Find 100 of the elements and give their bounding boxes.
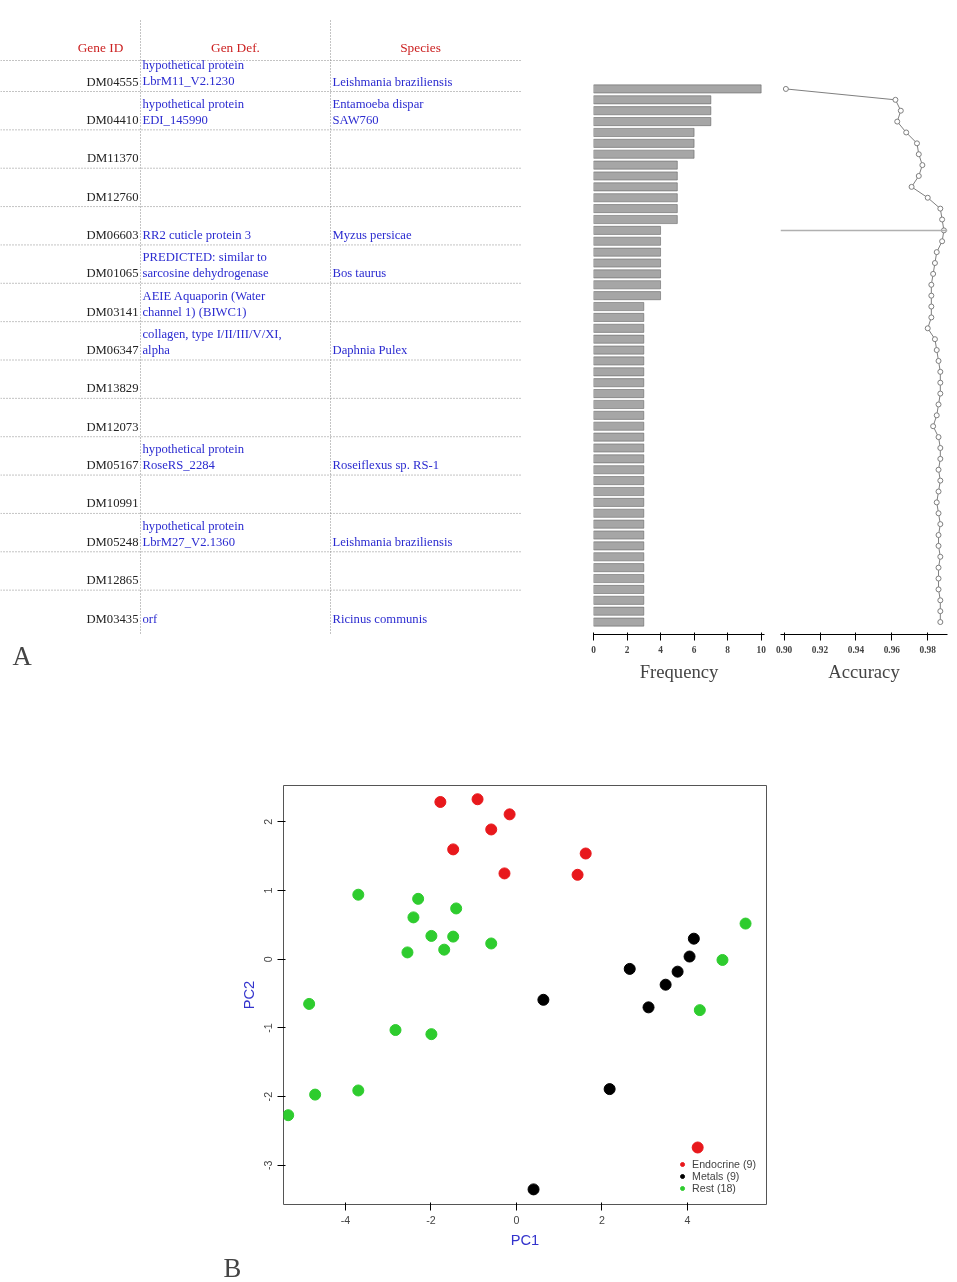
point [401,946,414,959]
x-tick-label: 4 [658,644,664,655]
point [939,238,946,245]
point [412,892,425,905]
text: DM05167 [86,458,139,473]
point [935,434,942,441]
point [908,183,915,190]
y-tick-label: -2 [262,1091,275,1102]
point [683,950,696,963]
text: DM13829 [86,381,139,396]
point [527,1183,540,1196]
x-tick-label: 0.94 [847,644,865,655]
point [937,608,944,615]
point [283,1109,295,1122]
point [937,390,944,397]
text: DM06603 [86,227,139,242]
point [407,911,420,924]
text: DM11370 [86,151,139,166]
point [935,401,942,408]
point [928,292,935,299]
bar [593,226,661,235]
x-tick-label: 0 [591,644,597,655]
y-tick-label: 1 [262,887,275,894]
text: hypothetical protein EDI_145990 [142,96,245,127]
point [937,455,944,462]
point [894,118,901,125]
y-tick-label: 0 [262,956,275,963]
x-tick-label: 0.96 [883,644,901,655]
text: Entamoeba dispar SAW760 [332,96,424,127]
point [933,347,940,354]
point [935,510,942,517]
point [438,943,451,956]
point [897,107,904,114]
point [434,796,447,808]
bar [593,487,645,496]
point [935,586,942,593]
point [903,129,910,136]
bar [593,128,695,137]
point [935,357,942,364]
point [352,888,365,901]
x-tick-label: 8 [725,644,731,655]
point [471,793,484,806]
point [309,1088,322,1101]
point [642,1001,655,1014]
point [571,868,584,881]
point [303,997,316,1010]
x-tick-label: 4 [684,1213,691,1226]
text: DM04410 [86,112,139,127]
point [687,932,700,945]
bar [593,476,645,485]
point [693,1004,706,1017]
point [915,151,922,158]
point [537,993,550,1006]
y-tick-label: -1 [262,1023,275,1033]
text: PREDICTED: similar to sarcosine dehydrogenase [142,250,269,281]
point [930,270,937,277]
x-tick-label: 10 [756,644,767,655]
text: DM10991 [86,496,139,511]
text: Roseiflexus sp. RS-1 [332,458,440,473]
point [352,1084,365,1097]
point [892,96,899,103]
bar [593,574,645,583]
text: DM06347 [86,343,139,357]
bar [593,302,645,311]
text: Myzus persicae [332,227,412,242]
x-tick-label: 2 [598,1213,605,1226]
text: Bos taurus [332,266,387,281]
y-tick-label: -3 [262,1160,275,1171]
point [931,260,938,267]
category-label: Gen Def. [211,40,260,55]
bar [593,313,645,322]
text: DM01065 [86,266,139,281]
text: RR2 cuticle protein 3 [142,227,252,242]
point [485,937,498,950]
point [913,140,920,147]
point [782,85,789,92]
text: AEIE Aquaporin (Water channel 1) (BIWC1) [142,288,266,319]
text: DM03141 [86,304,139,319]
text: collagen, type I/II/III/V/XI, alpha [142,326,282,357]
point [485,823,498,836]
text: Daphnia Pulex [332,343,408,357]
bar [593,204,678,213]
point [447,930,460,943]
x-axis-title: PC1 [510,1231,540,1248]
point [935,532,942,539]
point [579,847,592,860]
point [603,1083,616,1096]
bar [593,498,645,507]
text: B [223,1252,242,1282]
bar [593,400,645,409]
point [937,444,944,451]
x-axis-title: Frequency [639,660,720,682]
x-axis-title: Accuracy [828,660,901,682]
point [503,808,516,821]
point [623,962,636,975]
text: DM05248 [86,534,139,549]
point [498,867,511,880]
legend-label: Metals (9) [692,1170,740,1182]
point [915,172,922,179]
point [716,953,729,966]
